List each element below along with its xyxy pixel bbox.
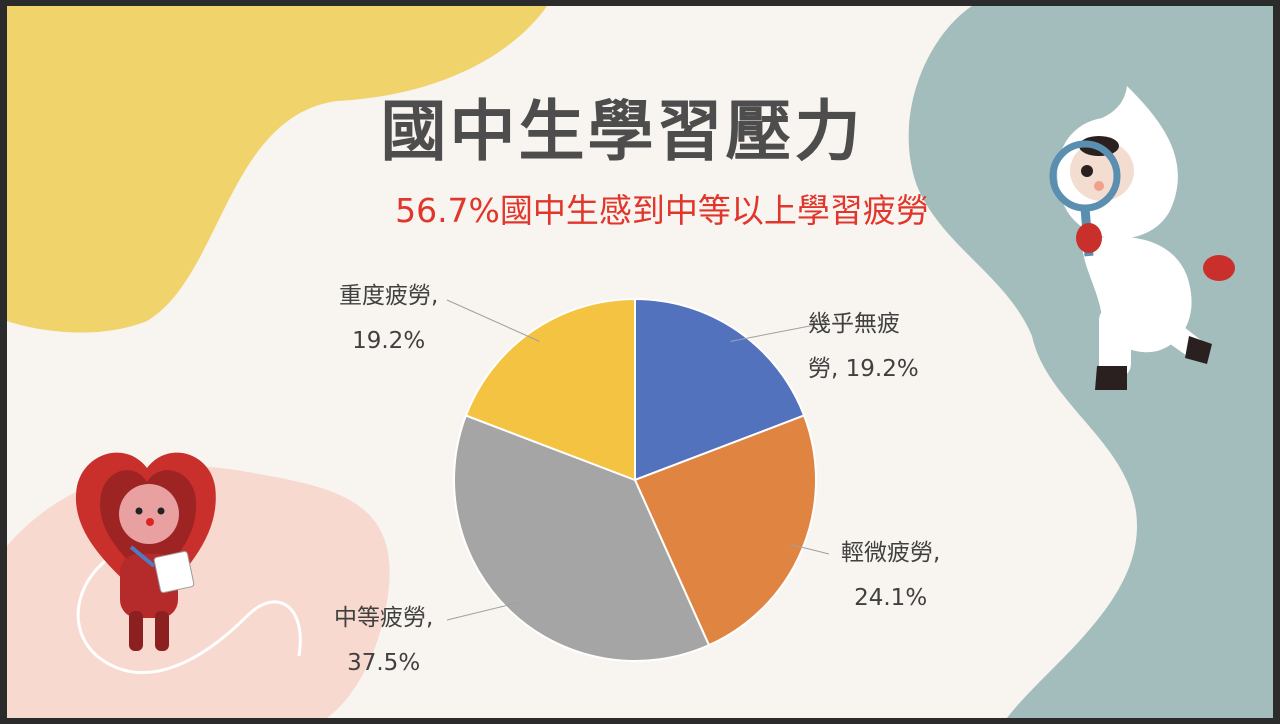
label-almost-no-fatigue-line2: 勞, 19.2% bbox=[808, 355, 919, 382]
label-almost-no-fatigue-line1: 幾乎無疲 bbox=[808, 311, 900, 337]
heart-leg-left bbox=[129, 611, 143, 651]
label-severe-fatigue: 重度疲勞, 19.2% bbox=[339, 274, 438, 364]
label-severe-fatigue-line1: 重度疲勞, bbox=[339, 283, 439, 309]
pencil bbox=[129, 545, 156, 568]
explorer-glove-right bbox=[1203, 255, 1235, 281]
explorer-boot-left bbox=[1095, 366, 1127, 390]
pie-slice-1 bbox=[633, 414, 817, 647]
background-decor bbox=[7, 6, 1273, 718]
slide-subtitle: 56.7%國中生感到中等以上學習疲勞 bbox=[395, 191, 929, 230]
teal-blob bbox=[908, 6, 1273, 718]
explorer-cheek bbox=[1094, 181, 1104, 191]
leader-line-3 bbox=[446, 299, 540, 342]
explorer-mascot-illustration bbox=[1049, 86, 1235, 390]
slide-title: 國中生學習壓力 bbox=[380, 93, 864, 170]
notepad bbox=[153, 550, 195, 594]
white-swirl-line bbox=[76, 544, 302, 675]
leader-line-2 bbox=[446, 601, 520, 621]
label-severe-fatigue-line2: 19.2% bbox=[352, 327, 426, 354]
heart-nose bbox=[146, 518, 154, 526]
label-mild-fatigue-line1: 輕微疲勞, bbox=[841, 540, 941, 566]
pie-slice-2 bbox=[453, 414, 711, 662]
label-moderate-fatigue-line1: 中等疲勞, bbox=[334, 605, 434, 631]
label-moderate-fatigue-line2: 37.5% bbox=[347, 649, 421, 676]
label-mild-fatigue: 輕微疲勞, 24.1% bbox=[841, 531, 940, 621]
explorer-leg-left bbox=[1099, 306, 1131, 378]
slide: 國中生學習壓力 56.7%國中生感到中等以上學習疲勞 幾乎無疲 勞, 19.2%… bbox=[7, 6, 1273, 718]
heart-mascot-illustration bbox=[75, 452, 216, 651]
pie-chart bbox=[446, 297, 830, 662]
heart-eye-left bbox=[135, 507, 143, 515]
leader-line-0 bbox=[730, 324, 816, 342]
pie-slice-0 bbox=[634, 297, 806, 482]
heart-face bbox=[119, 484, 179, 544]
explorer-boot-right bbox=[1185, 336, 1212, 364]
explorer-glove-left bbox=[1076, 223, 1102, 253]
leader-line-1 bbox=[790, 543, 830, 555]
heart-eye-right bbox=[157, 507, 165, 515]
pie-slice-3 bbox=[464, 297, 636, 482]
yellow-blob bbox=[7, 6, 547, 333]
label-almost-no-fatigue: 幾乎無疲 勞, 19.2% bbox=[808, 302, 919, 392]
heart-leg-right bbox=[155, 611, 169, 651]
label-mild-fatigue-line2: 24.1% bbox=[854, 584, 928, 611]
label-moderate-fatigue: 中等疲勞, 37.5% bbox=[334, 596, 433, 686]
explorer-eye bbox=[1081, 165, 1093, 177]
